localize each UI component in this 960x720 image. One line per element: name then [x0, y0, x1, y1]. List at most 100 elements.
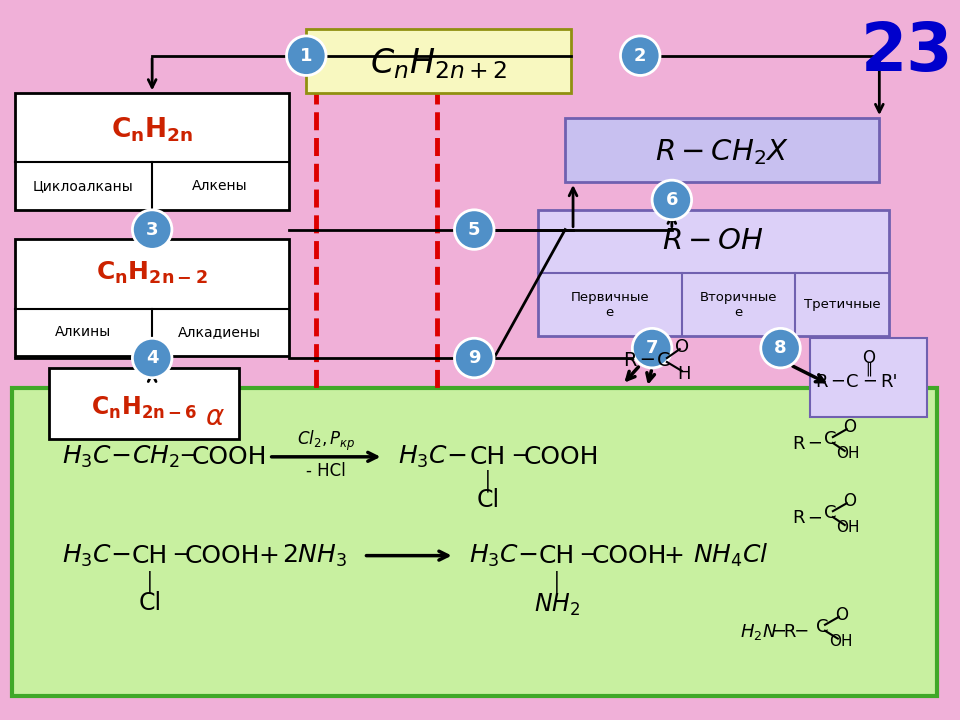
- Text: O: O: [843, 418, 856, 436]
- Text: │: │: [482, 469, 494, 492]
- FancyBboxPatch shape: [306, 29, 571, 93]
- Text: $NH_2$: $NH_2$: [534, 592, 581, 618]
- Text: $R-CH_2X$: $R-CH_2X$: [655, 138, 789, 168]
- Text: $H_3C$: $H_3C$: [62, 444, 112, 470]
- FancyBboxPatch shape: [539, 210, 889, 336]
- FancyBboxPatch shape: [49, 368, 239, 439]
- Text: COOH: COOH: [191, 445, 267, 469]
- Text: C: C: [824, 430, 836, 448]
- Text: O: O: [675, 338, 688, 356]
- Text: +: +: [663, 544, 684, 567]
- Text: $Cl_2, P_{кр}$: $Cl_2, P_{кр}$: [297, 429, 355, 453]
- Text: COOH: COOH: [523, 445, 599, 469]
- Text: Алкины: Алкины: [55, 325, 111, 339]
- Text: 23: 23: [861, 19, 953, 85]
- Text: OH: OH: [836, 446, 859, 462]
- Text: Алкадиены: Алкадиены: [178, 325, 261, 339]
- Text: OH: OH: [829, 634, 852, 649]
- Text: │: │: [551, 570, 564, 593]
- Text: ─: ─: [174, 546, 187, 566]
- Text: OH: OH: [836, 521, 859, 536]
- Text: $R-OH$: $R-OH$: [662, 228, 764, 256]
- Text: O: O: [843, 492, 856, 510]
- Circle shape: [633, 328, 672, 368]
- Text: $\mathbf{C_nH_{2n-6}}$: $\mathbf{C_nH_{2n-6}}$: [91, 395, 198, 420]
- Text: CH: CH: [470, 445, 506, 469]
- Text: $H_3C$: $H_3C$: [397, 444, 448, 470]
- Text: ‖: ‖: [865, 361, 872, 376]
- Text: 2: 2: [634, 47, 646, 65]
- Text: R: R: [624, 351, 637, 369]
- Text: $\alpha$: $\alpha$: [205, 403, 226, 431]
- Text: 9: 9: [468, 349, 481, 367]
- Text: Алкены: Алкены: [192, 179, 247, 193]
- Text: 1: 1: [300, 47, 313, 65]
- Circle shape: [286, 36, 326, 76]
- Text: Циклоалканы: Циклоалканы: [33, 179, 133, 193]
- Text: 8: 8: [774, 339, 787, 357]
- Text: ─: ─: [449, 445, 464, 469]
- Text: 5: 5: [468, 220, 481, 238]
- Text: +: +: [258, 544, 279, 567]
- Text: R: R: [792, 435, 804, 453]
- Text: ─: ─: [864, 373, 875, 391]
- Text: $2NH_3$: $2NH_3$: [281, 543, 347, 569]
- Text: R': R': [880, 373, 898, 391]
- Text: ─: ─: [113, 445, 128, 469]
- Text: │: │: [144, 570, 156, 593]
- Text: R: R: [792, 509, 804, 527]
- Text: ─: ─: [513, 447, 526, 467]
- Text: R: R: [815, 373, 828, 391]
- Circle shape: [620, 36, 660, 76]
- Text: ─: ─: [641, 351, 653, 369]
- Text: ─: ─: [181, 447, 195, 467]
- FancyBboxPatch shape: [14, 93, 290, 210]
- Text: ─R─: ─R─: [774, 623, 807, 641]
- Text: ─: ─: [520, 544, 535, 567]
- Text: H: H: [677, 365, 690, 383]
- Text: ─: ─: [113, 544, 128, 567]
- FancyBboxPatch shape: [565, 118, 879, 182]
- Circle shape: [760, 328, 801, 368]
- FancyBboxPatch shape: [12, 387, 937, 696]
- Text: CH: CH: [132, 544, 168, 567]
- Circle shape: [132, 338, 172, 378]
- Text: $H_3C$: $H_3C$: [62, 543, 112, 569]
- Text: Вторичные
е: Вторичные е: [699, 291, 777, 319]
- Text: $C_nH_{2n+2}$: $C_nH_{2n+2}$: [371, 46, 507, 81]
- Text: 4: 4: [146, 349, 158, 367]
- Text: ─: ─: [581, 546, 594, 566]
- Text: $NH_4Cl$: $NH_4Cl$: [693, 542, 769, 570]
- Text: ─: ─: [832, 373, 843, 391]
- Text: Cl: Cl: [476, 488, 499, 513]
- Text: Cl: Cl: [138, 591, 161, 615]
- Text: C: C: [847, 373, 859, 391]
- Text: $H_3C$: $H_3C$: [469, 543, 519, 569]
- Circle shape: [132, 210, 172, 249]
- Text: Первичные
е: Первичные е: [570, 291, 649, 319]
- Text: O: O: [862, 349, 875, 367]
- Text: ─: ─: [809, 435, 821, 453]
- Text: C: C: [816, 618, 828, 636]
- Text: $\mathbf{C_nH_{2n}}$: $\mathbf{C_nH_{2n}}$: [111, 115, 193, 144]
- Text: COOH: COOH: [184, 544, 260, 567]
- Text: $H_2N$: $H_2N$: [740, 621, 778, 642]
- FancyBboxPatch shape: [810, 338, 926, 418]
- Circle shape: [652, 180, 691, 220]
- Circle shape: [454, 210, 494, 249]
- Text: Третичные: Третичные: [804, 298, 881, 311]
- Text: 6: 6: [665, 191, 678, 209]
- Text: - HCl: - HCl: [306, 462, 346, 480]
- FancyBboxPatch shape: [14, 240, 290, 356]
- Text: COOH: COOH: [591, 544, 667, 567]
- Circle shape: [454, 338, 494, 378]
- Text: $CH_2$: $CH_2$: [132, 444, 180, 470]
- Text: 7: 7: [646, 339, 659, 357]
- Text: C: C: [658, 351, 671, 369]
- Text: 3: 3: [146, 220, 158, 238]
- Text: O: O: [835, 606, 849, 624]
- Text: CH: CH: [540, 544, 575, 567]
- Text: C: C: [824, 504, 836, 522]
- Text: $\mathbf{C_nH_{2n-2}}$: $\mathbf{C_nH_{2n-2}}$: [96, 260, 208, 286]
- Text: ─: ─: [809, 509, 821, 527]
